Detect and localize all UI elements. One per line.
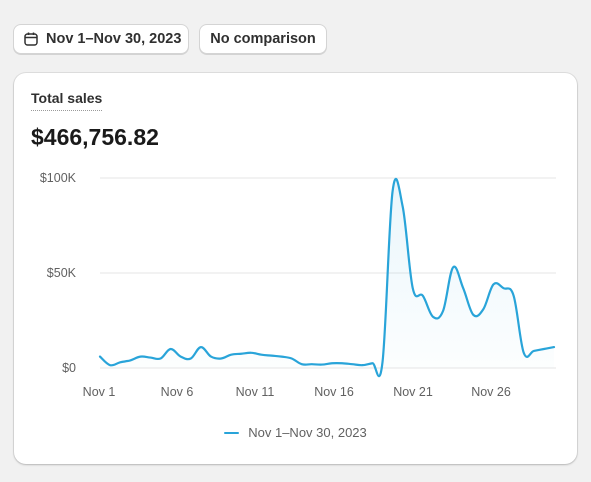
x-tick-label: Nov 6 bbox=[161, 385, 194, 399]
x-tick-label: Nov 21 bbox=[393, 385, 433, 399]
y-tick-label: $50K bbox=[47, 266, 77, 280]
card-title[interactable]: Total sales bbox=[31, 90, 103, 111]
y-tick-label: $0 bbox=[62, 361, 76, 375]
comparison-label: No comparison bbox=[210, 31, 316, 47]
x-tick-label: Nov 16 bbox=[314, 385, 354, 399]
calendar-icon bbox=[24, 32, 38, 46]
x-tick-label: Nov 1 bbox=[83, 385, 116, 399]
x-tick-label: Nov 26 bbox=[471, 385, 511, 399]
legend-series-label: Nov 1–Nov 30, 2023 bbox=[248, 425, 367, 440]
series-line[interactable] bbox=[98, 177, 556, 378]
series-area bbox=[100, 178, 554, 377]
total-sales-card: Total sales $466,756.82 $0 $50K $100K Nov … bbox=[14, 73, 577, 464]
y-tick-label: $100K bbox=[40, 171, 77, 185]
comparison-button[interactable]: No comparison bbox=[199, 24, 327, 54]
legend-swatch bbox=[224, 431, 240, 434]
date-range-button[interactable]: Nov 1–Nov 30, 2023 bbox=[13, 24, 189, 54]
sales-line-chart: $0 $50K $100K Nov 1 Nov 6 Nov 11 Nov 16 Nov 21… bbox=[40, 171, 556, 399]
date-range-label: Nov 1–Nov 30, 2023 bbox=[46, 31, 182, 47]
total-sales-value: $466,756.82 bbox=[31, 124, 159, 150]
chart-legend[interactable]: Nov 1–Nov 30, 2023 bbox=[14, 425, 577, 440]
x-tick-label: Nov 11 bbox=[236, 385, 275, 399]
